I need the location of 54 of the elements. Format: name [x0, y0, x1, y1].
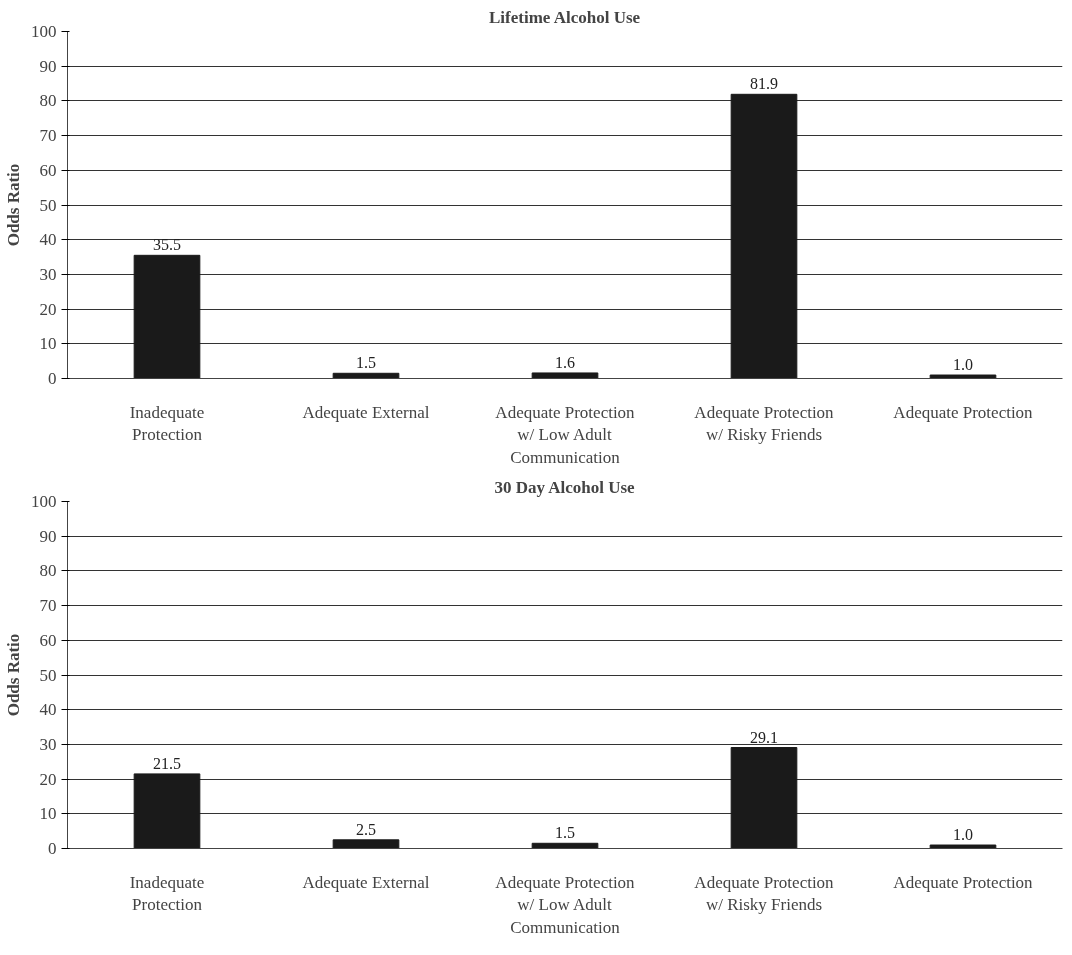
y-tick-label: 90 — [39, 526, 57, 546]
y-tick-label: 100 — [31, 492, 57, 511]
y-tick-label: 40 — [39, 700, 57, 720]
data-label: 21.5 — [153, 754, 181, 772]
x-tick-label: Inadequate Protection — [129, 402, 205, 445]
y-tick-label: 90 — [39, 56, 57, 76]
y-tick-label: 100 — [31, 22, 57, 41]
y-tick-label: 20 — [39, 769, 57, 789]
bar — [730, 747, 798, 849]
data-label: 1.6 — [555, 353, 575, 371]
x-tick-label: Adequate Protection w/ Risky Friends — [694, 872, 835, 915]
y-axis-title: Odds Ratio — [4, 163, 23, 247]
y-tick-label: 0 — [48, 839, 57, 858]
y-tick-label: 70 — [39, 126, 57, 146]
y-tick-label: 50 — [39, 665, 57, 685]
x-tick-label: Inadequate Protection — [129, 872, 205, 915]
y-tick-label: 10 — [39, 804, 57, 824]
x-tick-label: Adequate External — [302, 402, 430, 422]
data-label: 1.0 — [953, 356, 973, 374]
bar — [730, 93, 798, 379]
y-tick-label: 80 — [39, 91, 57, 111]
data-label: 1.5 — [555, 824, 575, 842]
y-tick-label: 30 — [39, 734, 57, 754]
y-axis-title: Odds Ratio — [4, 633, 23, 717]
x-tick-label: Adequate Protection w/ Risky Friends — [694, 402, 835, 445]
x-tick-label: Adequate Protection w/ Low Adult Communication — [495, 402, 636, 468]
data-label: 2.5 — [356, 820, 376, 838]
bar — [133, 254, 201, 379]
y-tick-label: 0 — [48, 369, 57, 388]
y-tick-label: 80 — [39, 561, 57, 581]
y-tick-label: 60 — [39, 160, 57, 180]
data-label: 29.1 — [750, 728, 778, 746]
bar — [332, 839, 400, 849]
y-tick-label: 60 — [39, 630, 57, 650]
data-label: 35.5 — [153, 236, 181, 254]
bar — [531, 372, 599, 379]
x-tick-label: Adequate Protection w/ Low Adult Communication — [495, 872, 636, 938]
data-label: 1.5 — [356, 354, 376, 372]
y-tick-label: 30 — [39, 264, 57, 284]
x-tick-label: Adequate Protection — [893, 402, 1034, 422]
y-tick-label: 20 — [39, 299, 57, 319]
chart-title: 30 Day Alcohol Use — [494, 477, 636, 497]
data-label: 81.9 — [750, 75, 778, 93]
x-tick-label: Adequate External — [302, 872, 430, 892]
bar — [929, 844, 997, 849]
y-tick-label: 70 — [39, 596, 57, 616]
x-tick-label: Adequate Protection — [893, 872, 1034, 892]
data-label: 1.0 — [953, 826, 973, 844]
y-tick-label: 40 — [39, 230, 57, 250]
y-tick-label: 50 — [39, 195, 57, 215]
bar — [133, 773, 201, 849]
chart-title: Lifetime Alcohol Use — [488, 7, 641, 27]
y-tick-label: 10 — [39, 334, 57, 354]
bar — [929, 374, 997, 379]
